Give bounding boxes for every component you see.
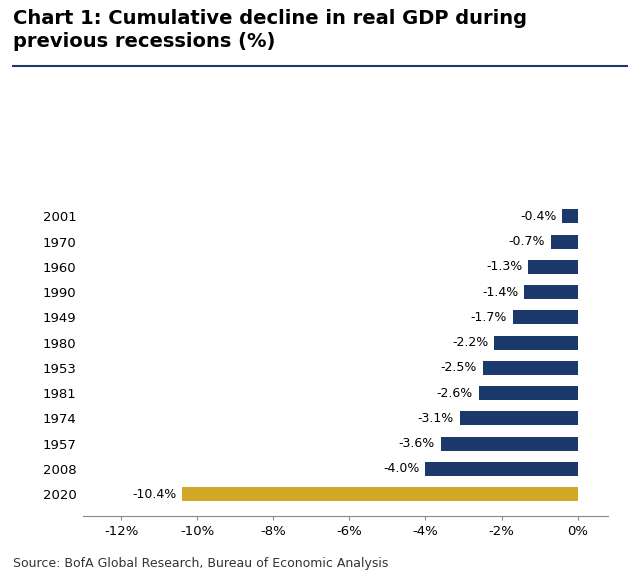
Text: previous recessions (%): previous recessions (%) [13,32,275,50]
Bar [182,487,577,501]
Bar [479,386,577,400]
Text: Source: BofA Global Research, Bureau of Economic Analysis: Source: BofA Global Research, Bureau of … [13,557,388,570]
Bar [524,285,577,299]
Bar [513,311,577,324]
Bar [551,235,577,249]
Text: -2.2%: -2.2% [452,336,488,349]
Bar [460,411,577,425]
Text: -2.5%: -2.5% [440,362,477,374]
Text: -4.0%: -4.0% [383,462,420,476]
Bar [441,437,577,450]
Text: -3.6%: -3.6% [399,437,435,450]
Text: -1.4%: -1.4% [483,285,518,299]
Text: -0.7%: -0.7% [509,235,545,248]
Bar [563,209,577,223]
Text: -3.1%: -3.1% [418,412,454,425]
Text: Chart 1: Cumulative decline in real GDP during: Chart 1: Cumulative decline in real GDP … [13,9,527,28]
Text: -10.4%: -10.4% [132,488,177,501]
Text: -0.4%: -0.4% [520,210,557,223]
Bar [528,260,577,274]
Text: -1.3%: -1.3% [486,260,522,273]
Bar [494,336,577,350]
Text: -1.7%: -1.7% [471,311,508,324]
Bar [426,462,577,476]
Text: -2.6%: -2.6% [436,387,473,399]
Bar [483,361,577,375]
